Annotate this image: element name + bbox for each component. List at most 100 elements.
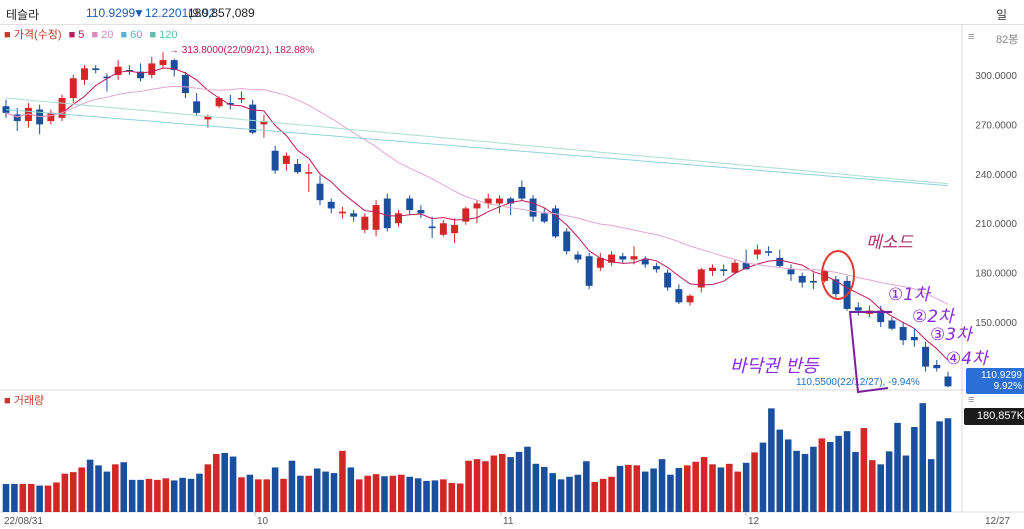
candle-body [327, 201, 335, 209]
volume-bar [826, 442, 834, 512]
candle-body [350, 213, 358, 217]
volume-menu-icon[interactable]: ≡ [968, 394, 975, 406]
volume-bar [524, 446, 531, 512]
volume-bar [381, 476, 388, 512]
candle-body [731, 262, 739, 273]
volume-bar [768, 408, 775, 512]
current-price: 110.9299 [86, 6, 136, 20]
volume-bar [843, 431, 851, 512]
candle-body [518, 186, 526, 199]
candle-body [148, 63, 156, 75]
candle-body [451, 224, 459, 234]
volume-bar [204, 464, 212, 512]
volume-bar [877, 464, 884, 512]
candle-body [170, 60, 178, 71]
candle-body [652, 266, 660, 270]
candle-body [529, 198, 537, 217]
volume-bar [103, 471, 111, 512]
volume-bar [784, 439, 792, 512]
volume-bar [776, 429, 784, 512]
volume-bar [330, 473, 338, 512]
volume-bar [532, 463, 540, 512]
handwritten-step2: ②2차 [912, 307, 956, 327]
candle-body [13, 114, 21, 122]
price-legend: ■ 가격(수정) ■ 5 ■ 20 ■ 60 ■ 120 [4, 26, 182, 42]
candle-body [664, 272, 672, 288]
volume-bar [297, 475, 304, 512]
menu-icon[interactable]: ≡ [968, 31, 975, 43]
ma60-line [5, 109, 949, 187]
volume-bar [726, 463, 733, 512]
volume-bar [2, 484, 10, 512]
volume-bar [11, 484, 18, 512]
x-tick-label: 12/27 [985, 516, 1010, 527]
candle-body [103, 76, 111, 79]
volume-bar [482, 461, 489, 512]
volume-bar [869, 460, 876, 512]
volume-tag: 180,857K [964, 408, 1024, 425]
legend-ma120[interactable]: ■ 120 [149, 29, 178, 41]
volume-bar [246, 474, 254, 512]
candle-body [877, 310, 885, 323]
volume-bar [78, 467, 85, 512]
volume-bar [372, 474, 380, 512]
candle-body [193, 101, 201, 113]
candle-body [260, 121, 268, 125]
volume-bar [44, 485, 52, 512]
period-selector[interactable]: 일 [996, 8, 1008, 22]
candle-body [372, 205, 380, 230]
volume-bar [86, 459, 94, 512]
volume-bar [423, 480, 430, 512]
volume-bar [700, 457, 708, 512]
candle-body [81, 68, 88, 80]
volume-bar [398, 474, 405, 512]
price-tick-label: 270.0000 [975, 120, 1017, 131]
candle-body [114, 66, 122, 75]
volume-bar [313, 468, 321, 512]
volume-bar [347, 467, 355, 512]
volume-bar [498, 453, 506, 512]
volume-bar [212, 453, 220, 512]
candle-body [742, 262, 750, 270]
candle-body [675, 289, 683, 303]
volume-bar [894, 422, 901, 512]
candle-body [899, 327, 907, 341]
candle-body [439, 223, 447, 235]
ma5-line [5, 67, 949, 361]
volume-bar [759, 442, 767, 512]
legend-ma5[interactable]: ■ 5 [68, 29, 85, 41]
candle-body [462, 208, 470, 222]
volume-bar [61, 473, 69, 512]
legend-ma20[interactable]: ■ 20 [91, 29, 114, 41]
ma120-line [5, 97, 949, 185]
volume-bar [541, 466, 548, 512]
volume-bar [95, 465, 102, 512]
legend-price[interactable]: ■ 가격(수정) [4, 29, 62, 41]
volume-bar [658, 459, 666, 512]
candle-body [226, 102, 234, 105]
volume-bar [608, 476, 615, 512]
volume-bar [339, 450, 346, 512]
volume-bar [860, 428, 868, 512]
volume-bar [36, 485, 43, 512]
volume-bar [448, 482, 456, 512]
candle-body [630, 256, 638, 260]
volume-bar [322, 471, 329, 512]
volume-total: 180,857,089 [188, 6, 255, 20]
volume-bar [364, 475, 371, 512]
candle-body [585, 256, 593, 286]
volume-bar [557, 479, 565, 512]
candle-body [2, 106, 10, 113]
candle-body [484, 198, 492, 204]
candle-body [540, 213, 548, 222]
volume-bar [650, 468, 657, 512]
volume-bar [473, 459, 481, 512]
legend-ma60[interactable]: ■ 60 [120, 29, 143, 41]
candle-body [47, 112, 55, 122]
volume-bar [305, 475, 313, 512]
candle-body [215, 98, 223, 107]
candle-body [776, 257, 784, 267]
volume-bar [919, 403, 927, 512]
volume-bar [566, 476, 573, 512]
